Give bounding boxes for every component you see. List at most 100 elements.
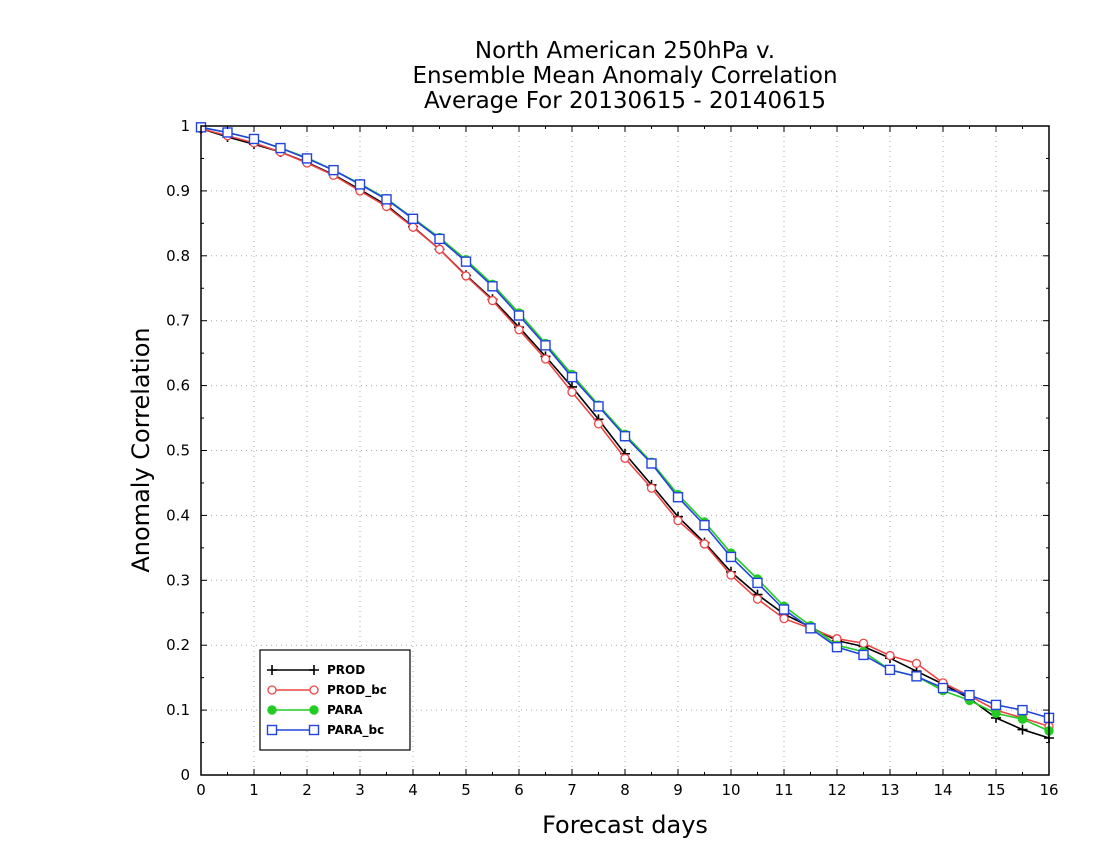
legend: PROD PROD_bc PARA PARA_bc <box>259 649 411 751</box>
y-tick-label: 0.4 <box>166 506 190 524</box>
series-para-bc-point <box>805 623 816 634</box>
series-para-bc-point <box>487 281 498 292</box>
series-para-line <box>200 126 1050 732</box>
legend-para-marker-end <box>309 705 319 715</box>
y-tick-label: 0.3 <box>166 571 190 589</box>
legend-item-prod: PROD <box>267 663 365 677</box>
x-tick-label: 16 <box>1039 781 1058 799</box>
x-tick-label: 1 <box>249 781 259 799</box>
x-tick-label: 3 <box>355 781 365 799</box>
series-prod-bc-point <box>461 271 471 281</box>
series-para-bc-point <box>222 127 233 138</box>
x-axis-tick-labels: 0 1 2 3 4 5 6 7 8 9 10 11 12 13 14 15 16 <box>196 781 1058 799</box>
x-tick-label: 6 <box>514 781 524 799</box>
y-tick-label: 0.2 <box>166 636 190 654</box>
legend-item-para: PARA <box>267 703 363 717</box>
y-tick-label: 1 <box>180 117 190 135</box>
y-tick-label: 0.5 <box>166 442 190 460</box>
legend-prod-label: PROD <box>327 663 365 677</box>
chart-title-line-3: Average For 20130615 - 20140615 <box>424 88 826 114</box>
x-tick-label: 13 <box>880 781 899 799</box>
series-prod-bc-point <box>726 570 736 580</box>
legend-box <box>259 649 411 751</box>
x-tick-label: 9 <box>673 781 683 799</box>
series-prod-bc-point <box>673 515 683 526</box>
legend-para-label: PARA <box>327 703 363 717</box>
series-prod-bc-point <box>885 650 895 661</box>
x-tick-label: 15 <box>986 781 1005 799</box>
x-tick-label: 12 <box>827 781 846 799</box>
series-prod-bc-point <box>858 638 869 648</box>
series-para-bc-point <box>540 340 551 351</box>
series-prod-bc-point <box>408 222 418 232</box>
legend-prod-bc-label: PROD_bc <box>327 683 387 698</box>
series-para-bc-line <box>200 126 1050 719</box>
legend-para-bc-label: PARA_bc <box>327 723 384 738</box>
series-para-bc-point <box>699 519 710 531</box>
series-para-bc-point <box>778 604 790 615</box>
series-para-bc-point <box>619 431 631 442</box>
series-prod-bc-point <box>911 658 922 669</box>
series-para-bc-point <box>646 458 657 469</box>
chart-title-line-2: Ensemble Mean Anomaly Correlation <box>412 63 837 89</box>
series-prod-bc-point <box>699 539 710 549</box>
series-para-bc-point <box>328 164 339 176</box>
series-prod-bc-point <box>514 325 524 335</box>
axis-ticks <box>200 125 1050 776</box>
series-para-bc-point <box>964 689 975 701</box>
series-para-bc-point <box>831 641 843 653</box>
series-para <box>196 122 1054 736</box>
series-para-bc-point <box>354 179 366 190</box>
series-para-bc-point <box>513 310 525 321</box>
legend-prod-bc-marker-end <box>309 685 319 695</box>
x-tick-label: 2 <box>302 781 312 799</box>
series-para-bc-point <box>725 551 737 563</box>
series-prod-bc-point <box>752 594 763 604</box>
x-tick-label: 14 <box>933 781 952 799</box>
series-prod-bc-point <box>540 354 551 364</box>
chart-title: North American 250hPa v. Ensemble Mean A… <box>412 38 837 114</box>
legend-prod-marker-end <box>309 665 319 675</box>
y-tick-label: 0.9 <box>166 182 190 200</box>
series-para-bc-point <box>911 671 922 682</box>
chart-title-line-1: North American 250hPa v. <box>475 38 775 64</box>
series-para-bc-point <box>937 682 949 694</box>
series-para-bc-point <box>566 371 578 383</box>
x-tick-label: 10 <box>721 781 740 799</box>
series-para-bc <box>195 122 1055 724</box>
series-para-bc-point <box>884 664 896 676</box>
series-para-bc-point <box>1017 704 1028 716</box>
legend-para-bc-marker-start <box>266 724 278 736</box>
legend-para-marker-start <box>267 705 277 715</box>
series-para-bc-point <box>858 649 869 661</box>
series-prod-bc-point <box>779 613 789 624</box>
series-prod-bc-point <box>487 295 498 306</box>
legend-para-bc-marker-end <box>308 724 320 736</box>
x-tick-label: 4 <box>408 781 418 799</box>
legend-prod-marker-start <box>267 665 277 675</box>
x-tick-label: 0 <box>196 781 206 799</box>
series-prod-bc-point <box>434 244 445 254</box>
series-para-bc-point <box>301 153 313 164</box>
x-tick-label: 7 <box>567 781 577 799</box>
series-prod-bc <box>196 123 1054 731</box>
x-tick-label: 8 <box>620 781 630 799</box>
series-para-bc-point <box>460 256 472 267</box>
series-para-bc-point <box>407 213 419 225</box>
series-layer <box>195 122 1055 744</box>
series-para-bc-point <box>275 142 286 154</box>
y-axis-title: Anomaly Correlation <box>127 327 155 572</box>
series-para-point <box>1017 714 1028 724</box>
series-para-bc-point <box>248 133 260 145</box>
y-tick-label: 0.8 <box>166 247 190 265</box>
series-para-bc-point <box>381 194 392 205</box>
series-para-point <box>991 708 1001 719</box>
series-para-bc-point <box>672 492 684 503</box>
series-prod-bc-point <box>620 453 630 463</box>
series-prod-bc-point <box>646 483 657 493</box>
x-tick-label: 5 <box>461 781 471 799</box>
series-para-bc-point <box>752 577 763 589</box>
y-tick-label: 0.7 <box>166 312 190 330</box>
x-tick-label: 11 <box>774 781 793 799</box>
